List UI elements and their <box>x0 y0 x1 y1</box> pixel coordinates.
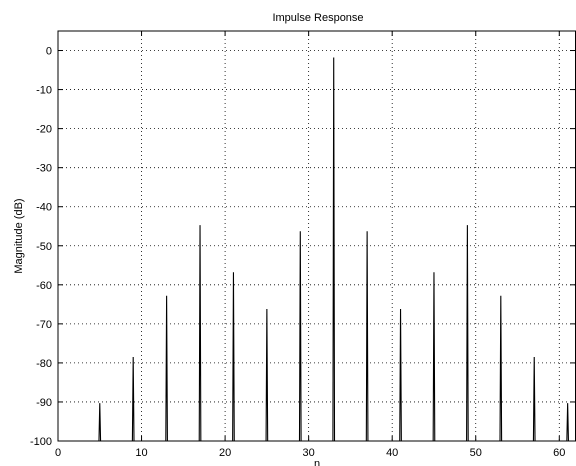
y-tick-label: -100 <box>30 436 52 448</box>
y-tick-label: -80 <box>36 358 52 370</box>
impulse-stem <box>566 403 569 442</box>
x-tick-labels: 0 10 20 30 40 50 60 <box>55 447 565 459</box>
axis-ticks <box>57 31 575 442</box>
impulse-stem <box>198 225 202 442</box>
impulse-stem <box>165 295 168 442</box>
y-tick-label: -30 <box>36 163 52 175</box>
impulse-stem <box>265 309 269 442</box>
y-tick-label: -50 <box>36 241 52 253</box>
x-tick-label: 40 <box>386 447 398 459</box>
x-tick-label: 60 <box>553 447 565 459</box>
x-tick-label: 30 <box>303 447 315 459</box>
impulse-stem <box>365 231 369 442</box>
x-tick-label: 20 <box>219 447 231 459</box>
impulse-stem <box>332 57 336 442</box>
grid-lines <box>58 31 576 441</box>
y-tick-label: 0 <box>46 46 52 58</box>
impulse-stem <box>298 231 302 442</box>
impulse-stem <box>399 309 402 442</box>
impulse-stem <box>532 357 536 442</box>
impulse-stem <box>466 225 469 442</box>
chart-title: Impulse Response <box>272 12 363 24</box>
y-tick-label: -10 <box>36 85 52 97</box>
y-tick-label: -60 <box>36 280 52 292</box>
plot-frame <box>57 30 576 442</box>
y-axis-label: Magnitude (dB) <box>13 198 25 273</box>
x-tick-label: 0 <box>55 447 61 459</box>
y-tick-label: -20 <box>36 124 52 136</box>
y-tick-label: -90 <box>36 397 52 409</box>
y-tick-label: -70 <box>36 319 52 331</box>
x-axis-label: n <box>314 458 320 466</box>
y-tick-label: -40 <box>36 202 52 214</box>
impulse-stem <box>131 357 135 442</box>
impulse-stem <box>98 403 102 442</box>
data-series <box>98 57 569 442</box>
impulse-stem <box>232 272 235 442</box>
y-tick-labels: 0 -10 -20 -30 -40 -50 -60 -70 -80 -90 -100 <box>30 46 52 448</box>
impulse-stem <box>499 295 503 442</box>
impulse-stem <box>432 272 436 442</box>
x-tick-label: 10 <box>135 447 147 459</box>
x-tick-label: 50 <box>470 447 482 459</box>
